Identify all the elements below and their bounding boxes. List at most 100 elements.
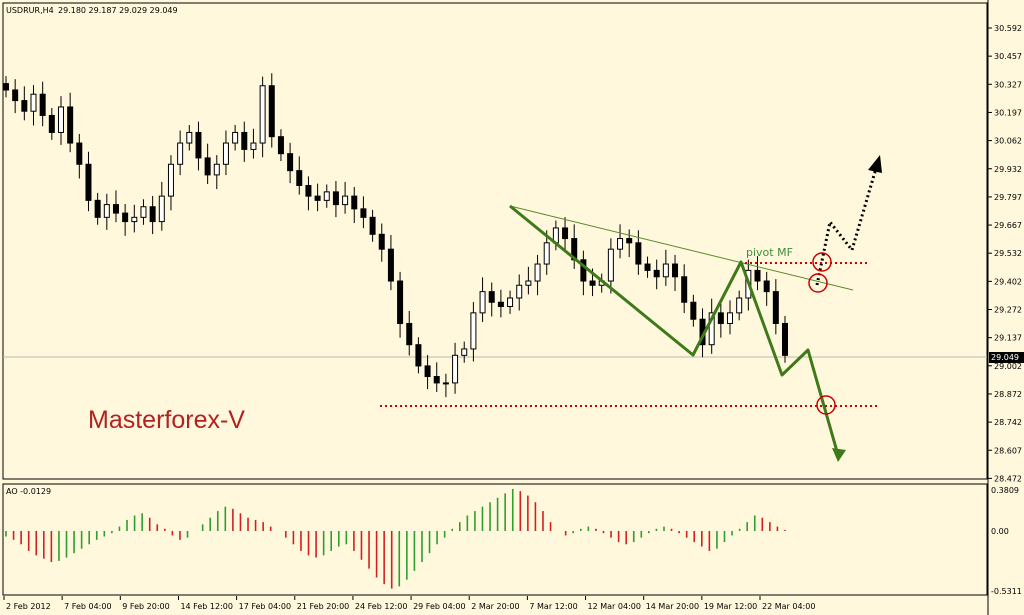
- candle: [67, 92, 74, 153]
- candle-body: [406, 322, 413, 346]
- candle-body: [195, 131, 202, 159]
- x-tick-label: 17 Feb 04:00: [239, 602, 291, 611]
- candle-body: [241, 131, 248, 150]
- x-tick-label: 14 Feb 12:00: [180, 602, 232, 611]
- candle-body: [644, 263, 651, 271]
- candle: [76, 133, 83, 179]
- candle-body: [76, 142, 83, 165]
- candle: [158, 181, 165, 231]
- annotations: pivot MF Masterforex-V: [88, 155, 882, 462]
- y-tick-label: 28.872: [994, 390, 1022, 399]
- candle: [516, 274, 523, 311]
- candle-body: [21, 100, 28, 112]
- candle: [452, 342, 459, 394]
- resistance-trendline: [509, 205, 854, 291]
- candle-body: [332, 191, 339, 206]
- candle: [525, 266, 532, 295]
- candle: [479, 277, 486, 322]
- candle: [415, 337, 422, 374]
- candle: [277, 129, 284, 162]
- candle: [3, 76, 9, 98]
- x-tick-label: 2 Mar 20:00: [471, 602, 519, 611]
- candle: [626, 229, 633, 258]
- candle: [30, 85, 37, 126]
- candle-body: [497, 301, 504, 307]
- wave-pattern-line: [509, 204, 840, 456]
- candle-body: [48, 114, 55, 133]
- candle-body: [342, 195, 349, 206]
- candle-body: [461, 348, 468, 356]
- y-tick-label: 30.592: [994, 24, 1022, 33]
- candle: [369, 209, 376, 242]
- watermark-text: Masterforex-V: [88, 406, 245, 434]
- x-tick-label: 24 Feb 12:00: [355, 602, 407, 611]
- candle-body: [607, 248, 614, 282]
- y-tick-label: 29.002: [994, 362, 1022, 371]
- candle: [754, 256, 761, 291]
- candle-body: [397, 280, 404, 324]
- candle-body: [39, 93, 46, 116]
- x-tick-label: 9 Feb 20:00: [122, 602, 169, 611]
- current-price-badge: [989, 352, 1024, 363]
- candle: [497, 289, 504, 318]
- candle: [488, 282, 495, 317]
- candle-body: [562, 227, 569, 240]
- candle: [727, 300, 734, 335]
- candle-body: [30, 93, 37, 112]
- candle: [131, 204, 138, 233]
- candle-body: [754, 269, 761, 282]
- candle: [232, 125, 239, 151]
- candle-body: [772, 291, 779, 324]
- candle: [195, 121, 202, 171]
- candle: [85, 151, 92, 212]
- candle-body: [57, 106, 64, 133]
- candle: [470, 302, 477, 362]
- candle: [287, 142, 294, 184]
- candle-body: [360, 208, 367, 218]
- candle-body: [653, 269, 660, 278]
- ao-histogram: [5, 488, 786, 589]
- candle-body: [112, 204, 119, 214]
- candle-body: [369, 216, 376, 235]
- candle-body: [213, 163, 220, 176]
- candle: [351, 186, 358, 224]
- candle: [378, 223, 385, 262]
- candle-body: [167, 163, 174, 197]
- candle-body: [268, 85, 275, 138]
- candle: [717, 303, 724, 338]
- ao-tick-label: -0.5311: [991, 587, 1022, 596]
- candle: [433, 362, 440, 393]
- candle-body: [103, 204, 110, 218]
- candle-body: [387, 248, 394, 282]
- candle: [708, 298, 715, 354]
- pivot-circle-upper: [812, 252, 832, 272]
- candle-body: [782, 322, 788, 356]
- candle: [39, 81, 46, 127]
- candle: [122, 203, 129, 236]
- x-tick-label: 12 Mar 04:00: [588, 602, 641, 611]
- candle-body: [378, 233, 385, 250]
- x-tick-label: 14 Mar 20:00: [646, 602, 699, 611]
- candle-body: [507, 297, 514, 307]
- ohlc-header: 29.180 29.187 29.029 29.049: [58, 6, 178, 15]
- candle-body: [149, 206, 156, 223]
- candle: [580, 250, 587, 296]
- candle: [48, 108, 55, 140]
- candle-body: [433, 376, 440, 384]
- candle-body: [277, 136, 284, 155]
- candle: [57, 96, 64, 145]
- candle: [177, 130, 184, 176]
- candle: [204, 143, 211, 185]
- candle-body: [259, 85, 266, 144]
- candle: [342, 181, 349, 214]
- candle-body: [94, 199, 101, 218]
- candle-body: [323, 191, 330, 201]
- candle: [763, 271, 770, 306]
- x-tick-label: 29 Feb 04:00: [413, 602, 465, 611]
- y-tick-label: 29.797: [994, 193, 1022, 202]
- candle-body: [690, 301, 697, 320]
- candle-body: [85, 163, 92, 201]
- x-tick-label: 19 Mar 12:00: [704, 602, 757, 611]
- ao-pane-frame: [2, 483, 988, 596]
